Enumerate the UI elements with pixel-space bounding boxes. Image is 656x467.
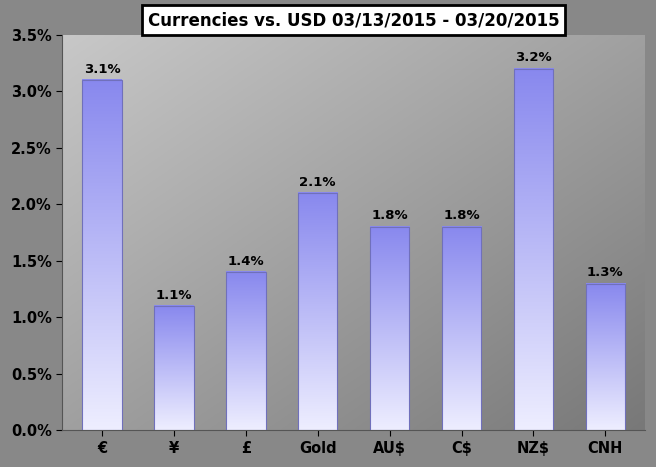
Bar — [441, 227, 482, 431]
Bar — [82, 80, 122, 431]
Text: 3.1%: 3.1% — [84, 63, 120, 76]
Bar — [154, 306, 194, 431]
Bar — [514, 69, 553, 431]
Text: 1.3%: 1.3% — [587, 266, 624, 279]
Text: 1.4%: 1.4% — [228, 255, 264, 268]
Title: Currencies vs. USD 03/13/2015 - 03/20/2015: Currencies vs. USD 03/13/2015 - 03/20/20… — [148, 11, 560, 29]
Text: 3.2%: 3.2% — [515, 51, 552, 64]
Bar — [226, 272, 266, 431]
Bar — [586, 283, 625, 431]
Text: 1.8%: 1.8% — [371, 210, 408, 222]
Text: 1.1%: 1.1% — [155, 289, 192, 302]
Bar — [370, 227, 409, 431]
Bar — [298, 193, 337, 431]
Text: 2.1%: 2.1% — [299, 176, 336, 189]
Text: 1.8%: 1.8% — [443, 210, 480, 222]
